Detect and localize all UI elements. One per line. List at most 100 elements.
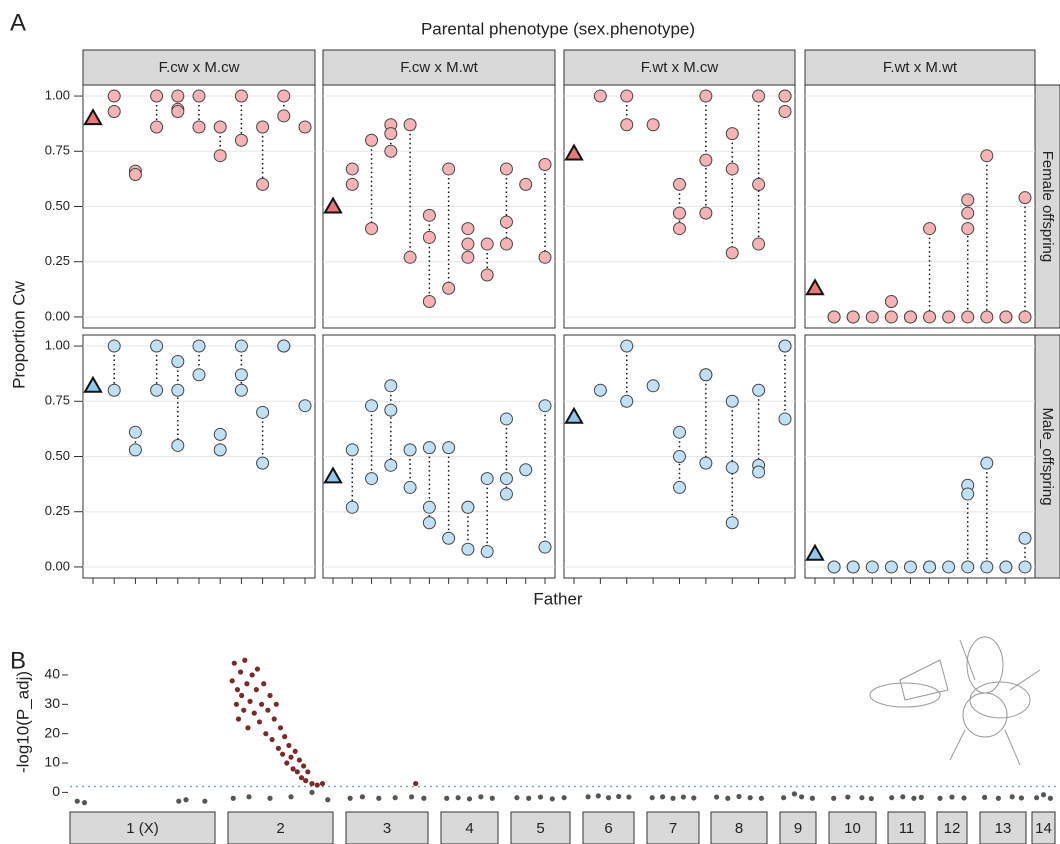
offspring-point [1019, 561, 1031, 573]
snp-point [413, 781, 418, 786]
snp-point [234, 702, 239, 707]
offspring-point [108, 384, 120, 396]
snp-point [265, 708, 270, 713]
snp-point [650, 795, 655, 800]
snp-point [596, 793, 601, 798]
chromosome-label: 8 [735, 820, 743, 837]
chromosome-label: 11 [899, 820, 915, 837]
offspring-point [500, 238, 512, 250]
offspring-point [235, 340, 247, 352]
offspring-point [674, 426, 686, 438]
offspring-point [674, 207, 686, 219]
offspring-point [621, 395, 633, 407]
offspring-point [962, 311, 974, 323]
snp-point [315, 782, 320, 787]
y-tick-label: 0 [52, 783, 60, 799]
y-tick-label: 0.50 [45, 198, 70, 213]
offspring-point [129, 444, 141, 456]
offspring-point [423, 209, 435, 221]
snp-point [550, 796, 555, 801]
offspring-point [674, 481, 686, 493]
chromosome-label: 7 [669, 820, 677, 837]
facet-label: F.wt x M.cw [641, 59, 719, 76]
offspring-point [962, 488, 974, 500]
snp-point [961, 795, 966, 800]
snp-point [255, 666, 260, 671]
snp-point [309, 781, 314, 786]
snp-point [889, 795, 894, 800]
offspring-point [443, 163, 455, 175]
offspring-point [962, 561, 974, 573]
offspring-point [866, 561, 878, 573]
snp-point [82, 800, 87, 805]
offspring-point [404, 444, 416, 456]
offspring-point [981, 150, 993, 162]
offspring-point [539, 541, 551, 553]
offspring-point [1019, 192, 1031, 204]
snp-point [626, 794, 631, 799]
offspring-point [885, 311, 897, 323]
y-tick-label: 0.50 [45, 448, 70, 463]
offspring-point [500, 413, 512, 425]
offspring-point [385, 459, 397, 471]
y-tick-label: 0.25 [45, 253, 70, 268]
snp-point [236, 716, 241, 721]
snp-point [792, 791, 797, 796]
chromosome-label: 6 [604, 820, 612, 837]
offspring-point [943, 311, 955, 323]
offspring-point [235, 369, 247, 381]
offspring-point [981, 561, 993, 573]
offspring-point [346, 178, 358, 190]
offspring-point [753, 90, 765, 102]
snp-point [562, 795, 567, 800]
snp-point [348, 796, 353, 801]
offspring-point [943, 561, 955, 573]
offspring-point [981, 457, 993, 469]
offspring-point [172, 439, 184, 451]
snp-point [280, 752, 285, 757]
snp-point [670, 796, 675, 801]
offspring-point [924, 223, 936, 235]
offspring-point [500, 216, 512, 228]
snp-point [274, 702, 279, 707]
snp-point [288, 794, 293, 799]
snp-point [606, 795, 611, 800]
offspring-point [1000, 561, 1012, 573]
snp-point [538, 794, 543, 799]
snp-point [444, 796, 449, 801]
offspring-point [366, 223, 378, 235]
offspring-point [172, 106, 184, 118]
snp-point [270, 737, 275, 742]
snp-point [261, 681, 266, 686]
offspring-point [385, 380, 397, 392]
offspring-point [462, 223, 474, 235]
snp-point [246, 794, 251, 799]
snp-point [295, 769, 300, 774]
offspring-point [423, 517, 435, 529]
offspring-point [214, 428, 226, 440]
offspring-point [866, 311, 878, 323]
snp-point [781, 795, 786, 800]
offspring-point [647, 119, 659, 131]
offspring-point [962, 223, 974, 235]
chromosome-label: 4 [465, 820, 473, 837]
chromosome-label: 12 [944, 820, 961, 837]
snp-point [376, 796, 381, 801]
offspring-point [700, 457, 712, 469]
figure: A Parental phenotype (sex.phenotype) Pro… [0, 0, 1060, 844]
offspring-point [404, 119, 416, 131]
offspring-point [193, 340, 205, 352]
snp-point [478, 794, 483, 799]
snp-point [267, 693, 272, 698]
offspring-point [520, 464, 532, 476]
facet-label: F.cw x M.cw [159, 59, 240, 76]
offspring-point [726, 395, 738, 407]
offspring-point [278, 340, 290, 352]
facet-label: F.cw x M.wt [400, 59, 478, 76]
offspring-point [726, 128, 738, 140]
offspring-point [481, 269, 493, 281]
offspring-point [520, 178, 532, 190]
snp-point [360, 794, 365, 799]
snp-point [231, 796, 236, 801]
snp-point [1010, 794, 1015, 799]
